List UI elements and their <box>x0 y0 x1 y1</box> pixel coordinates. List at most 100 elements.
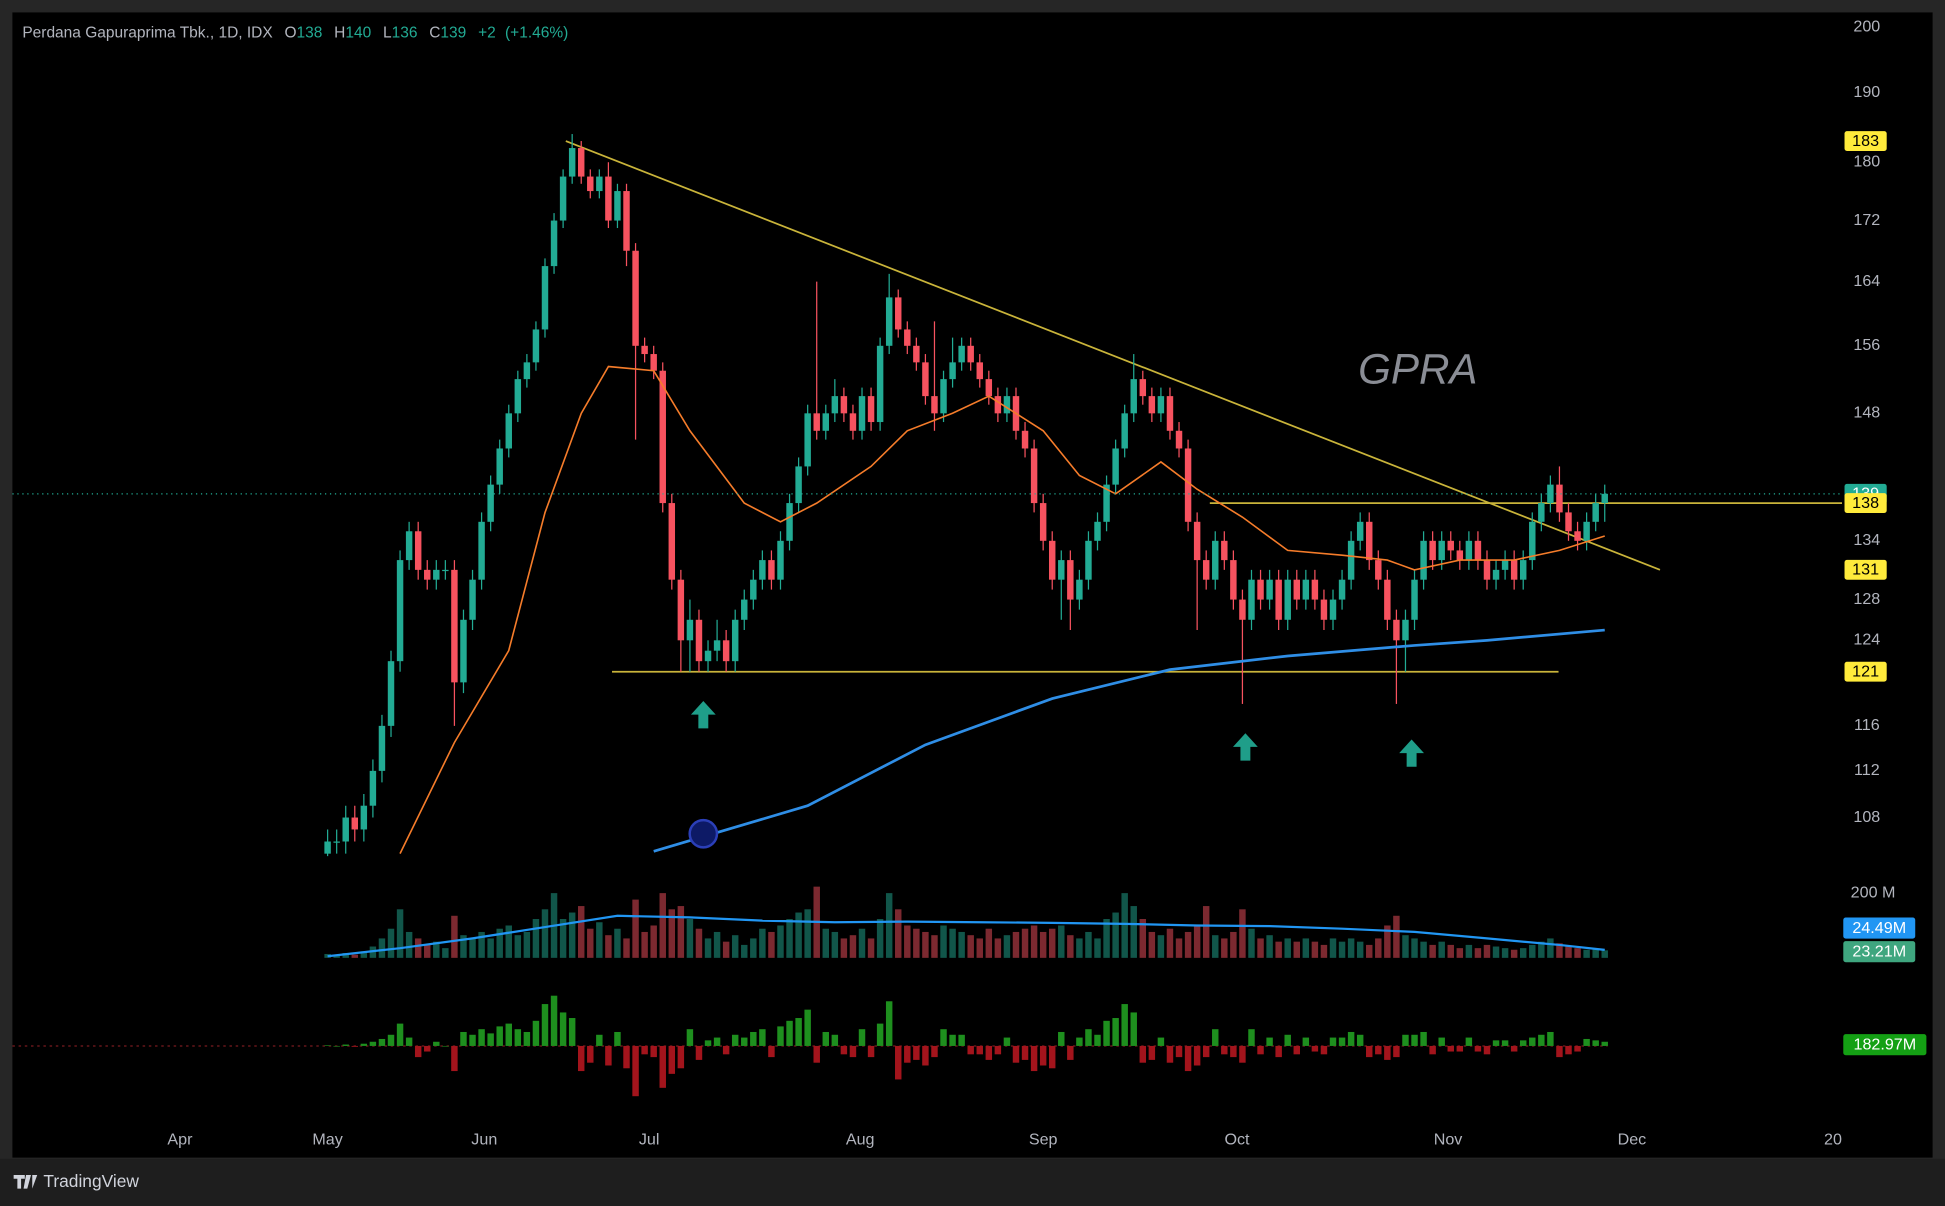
candle-body <box>1184 448 1192 522</box>
oscillator-bar <box>1465 1037 1473 1046</box>
oscillator-bar <box>1411 1034 1418 1046</box>
candle-body <box>1175 430 1183 449</box>
oscillator-bar <box>1103 1020 1110 1046</box>
oscillator-bar <box>1574 1045 1581 1052</box>
oscillator-bar <box>895 1045 902 1080</box>
oscillator-bar <box>369 1041 377 1046</box>
volume-bar <box>1175 938 1183 958</box>
volume-bar <box>623 938 630 958</box>
candle-body <box>840 396 848 414</box>
oscillator-bar <box>460 1031 467 1046</box>
candle-body <box>424 569 431 580</box>
oscillator-badge <box>1843 1034 1927 1056</box>
volume-badge <box>1843 941 1916 963</box>
candle-body <box>1347 540 1355 580</box>
volume-bar <box>713 931 721 958</box>
oscillator-bar <box>1547 1031 1554 1046</box>
oscillator-bar <box>931 1045 938 1058</box>
volume-bar <box>1384 925 1391 958</box>
volume-bar <box>1420 941 1427 958</box>
y-tick-label: 200 <box>1853 17 1880 35</box>
oscillator-bar <box>822 1031 830 1046</box>
volume-bar <box>1130 906 1137 958</box>
x-tick-label: Aug <box>846 1131 875 1149</box>
candle-body <box>324 841 331 854</box>
candle-body <box>1574 531 1581 541</box>
oscillator-bar <box>641 1045 648 1055</box>
oscillator-bar <box>1257 1045 1264 1055</box>
candle-body <box>405 531 413 561</box>
symbol-name: Perdana Gapuraprima Tbk., 1D, IDX <box>22 25 273 42</box>
y-tick-label: 190 <box>1853 83 1880 101</box>
up-arrow <box>690 701 716 729</box>
volume-bar <box>1329 938 1337 958</box>
x-tick-label: Oct <box>1224 1131 1250 1149</box>
oscillator-bar <box>949 1034 956 1046</box>
oscillator-bar <box>804 1009 811 1046</box>
candle-body <box>1565 512 1572 532</box>
volume-bar <box>1547 938 1554 958</box>
candle-body <box>695 619 703 662</box>
oscillator-bar <box>849 1045 857 1058</box>
candle-body <box>1420 540 1427 580</box>
volume-bar <box>994 938 1002 958</box>
candle-body <box>1293 579 1301 600</box>
oscillator-bar <box>387 1034 395 1046</box>
volume-bar <box>1429 944 1436 958</box>
candle-body <box>369 770 377 806</box>
oscillator-bar <box>1067 1045 1074 1060</box>
oscillator-bar <box>668 1045 676 1074</box>
candle-body <box>1284 579 1291 620</box>
oscillator-bar <box>1583 1038 1590 1046</box>
oscillator-bar <box>1239 1045 1246 1063</box>
axes: 108 112 116 124 128 134 148 156 164 172 180 190 200 A… <box>12 17 1927 1149</box>
oscillator-bar <box>1366 1045 1373 1058</box>
volume-bar <box>759 928 766 958</box>
oscillator-bar <box>1429 1045 1436 1055</box>
oscillator-bar <box>904 1045 911 1063</box>
volume-bar <box>1529 944 1536 958</box>
oscillator-bar <box>1447 1045 1454 1052</box>
candle-body <box>1157 396 1165 414</box>
candle-body <box>1592 503 1599 522</box>
oscillator-bar <box>1076 1037 1083 1046</box>
volume-bar <box>958 931 965 958</box>
candle-body <box>1547 484 1554 504</box>
volume-bar <box>1121 893 1128 958</box>
candle-body <box>849 413 857 431</box>
marker-circle <box>688 818 719 849</box>
oscillator-bar <box>867 1045 875 1058</box>
candle-body <box>1510 560 1518 580</box>
oscillator-bar <box>1329 1037 1337 1046</box>
y-tick-label: 156 <box>1853 336 1880 354</box>
candle-body <box>1601 493 1608 504</box>
volume-bar <box>1456 948 1464 958</box>
candle-body <box>414 531 422 570</box>
oscillator-bar <box>1094 1034 1101 1046</box>
volume-bar <box>722 941 730 958</box>
oscillator-bar <box>360 1043 368 1046</box>
x-tick-label: Sep <box>1029 1131 1058 1149</box>
volume-bar <box>433 941 440 958</box>
volume-bar <box>922 931 929 958</box>
volume-ma-badge <box>1843 917 1916 939</box>
oscillator-bar <box>695 1045 703 1060</box>
candle-body <box>777 540 784 580</box>
volume-bar <box>442 948 449 958</box>
volume-bar <box>333 955 340 958</box>
x-tick-label: 20 <box>1824 1131 1842 1149</box>
ohlc-value: 136 <box>392 25 418 42</box>
oscillator-bar <box>994 1045 1002 1055</box>
candle-body <box>1085 540 1092 580</box>
volume-bar <box>804 909 811 958</box>
oscillator-bar <box>741 1037 748 1046</box>
candle-body <box>496 448 503 485</box>
x-tick-label: May <box>312 1131 343 1149</box>
volume-bar <box>1021 928 1029 958</box>
candle-body <box>1366 521 1373 561</box>
oscillator-bar <box>1230 1045 1237 1058</box>
volume-bar <box>731 935 739 958</box>
symbol-title: Perdana Gapuraprima Tbk., 1D, IDX O138 H… <box>22 25 568 42</box>
candle-body <box>1112 448 1119 485</box>
